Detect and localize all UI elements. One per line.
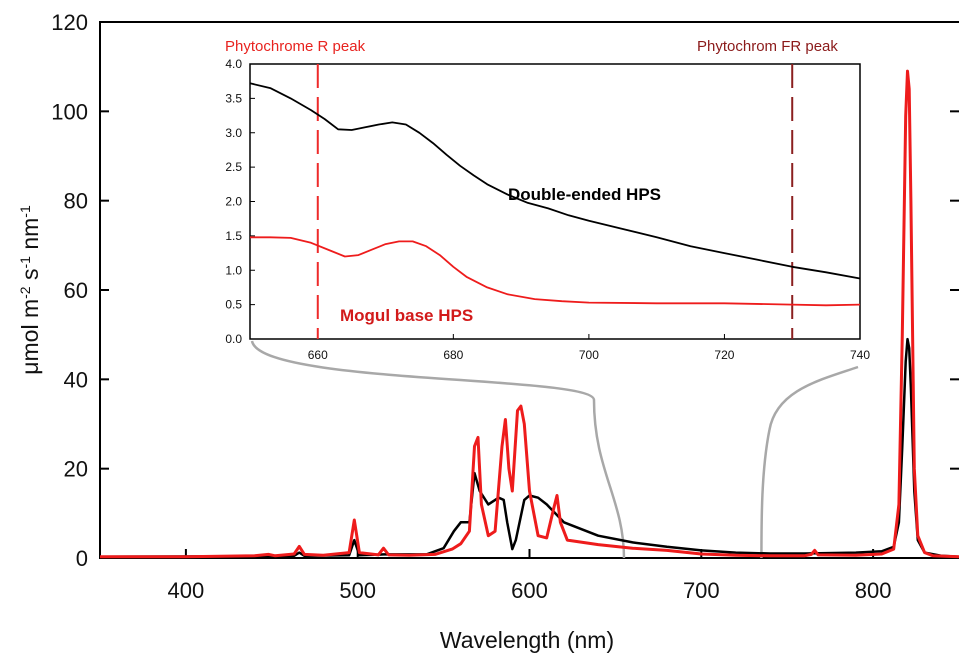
main-y-tick-label: 20 <box>64 457 88 482</box>
main-x-tick-label: 800 <box>855 578 892 603</box>
main-y-tick-label: 0 <box>76 546 88 571</box>
zoom-connector-left <box>250 340 626 559</box>
inset-y-tick-label: 1.5 <box>225 229 242 243</box>
main-y-tick-label: 120 <box>51 10 88 35</box>
inset-y-tick-label: 0.0 <box>225 332 242 346</box>
inset-y-tick-label: 3.5 <box>225 91 242 105</box>
inset-x-tick-label: 700 <box>579 348 599 362</box>
inset-x-tick-label: 740 <box>850 348 870 362</box>
phytochrome-fr-peak-label: Phytochrom FR peak <box>697 38 838 55</box>
inset-x-tick-label: 720 <box>714 348 734 362</box>
inset-plot-frame <box>249 63 861 340</box>
inset-y-tick-label: 2.5 <box>225 160 242 174</box>
inset-y-tick-label: 3.0 <box>225 126 242 140</box>
inset-y-tick-label: 0.5 <box>225 298 242 312</box>
y-axis-title: μmol m-2 s-1 nm-1 <box>17 205 43 375</box>
inset-x-tick-label: 680 <box>443 348 463 362</box>
inset-y-tick-label: 1.0 <box>225 263 242 277</box>
main-y-tick-label: 80 <box>64 189 88 214</box>
y-axis-title-part: s <box>17 269 43 287</box>
phytochrome-r-peak-label: Phytochrome R peak <box>225 38 366 55</box>
y-axis-title-part: μmol m <box>17 299 43 375</box>
mogul-base-hps-label: Mogul base HPS <box>340 306 473 325</box>
y-axis-title-superscript: -1 <box>17 205 33 218</box>
y-axis-title-part: nm <box>17 218 43 256</box>
main-x-tick-label: 600 <box>511 578 548 603</box>
y-axis-title-superscript: -1 <box>17 256 33 269</box>
x-axis-title: Wavelength (nm) <box>440 627 614 653</box>
main-y-tick-label: 60 <box>64 278 88 303</box>
main-x-tick-label: 700 <box>683 578 720 603</box>
inset-y-tick-label: 2.0 <box>225 195 242 209</box>
inset-series-line-double-ended <box>249 82 861 280</box>
main-series-line-double-ended <box>99 337 959 558</box>
inset-y-tick-label: 4.0 <box>225 57 242 71</box>
y-axis-title-superscript: -2 <box>17 286 33 299</box>
zoom-connector-right <box>760 365 859 559</box>
main-x-tick-label: 500 <box>339 578 376 603</box>
main-y-tick-label: 40 <box>64 367 88 392</box>
inset-x-tick-label: 660 <box>308 348 328 362</box>
double-ended-hps-label: Double-ended HPS <box>508 185 661 204</box>
main-x-tick-label: 400 <box>168 578 205 603</box>
main-y-tick-label: 100 <box>51 99 88 124</box>
